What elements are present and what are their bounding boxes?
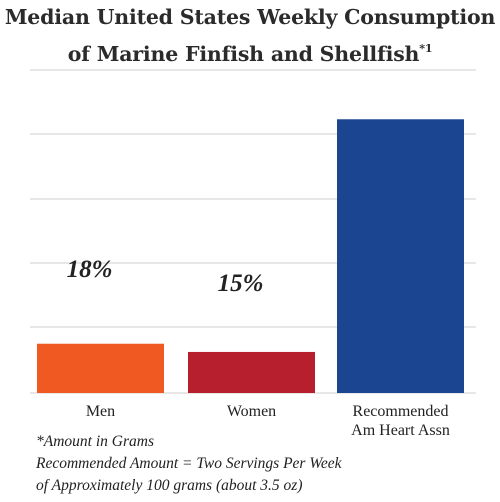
x-tick-label-2: Women bbox=[227, 403, 276, 420]
chart-title: Median United States Weekly Consumption … bbox=[0, 2, 500, 70]
bars bbox=[37, 119, 464, 394]
footnote-line-2: Recommended Amount = Two Servings Per We… bbox=[36, 455, 342, 472]
x-tick-label-1: Men bbox=[86, 403, 115, 420]
bar-1 bbox=[37, 343, 164, 393]
bar-2 bbox=[188, 351, 315, 393]
data-label-2: 15% bbox=[218, 270, 264, 297]
x-tick-label-3: Recommended Am Heart Assn bbox=[351, 403, 450, 439]
chart-title-line1: Median United States Weekly Consumption bbox=[4, 5, 496, 29]
chart-title-line2: of Marine Finfish and Shellfish*1 bbox=[0, 33, 500, 70]
footnote-line-3: of Approximately 100 grams (about 3.5 oz… bbox=[36, 477, 303, 494]
title-footnote-mark: *1 bbox=[419, 42, 433, 55]
data-label-1: 18% bbox=[67, 256, 113, 283]
footnotes: *Amount in Grams Recommended Amount = Tw… bbox=[36, 431, 496, 497]
chart-title-line2-text: of Marine Finfish and Shellfish bbox=[67, 42, 420, 66]
data-labels: 18% 15% bbox=[67, 256, 264, 297]
x-axis-tick-labels: Men Women Recommended Am Heart Assn bbox=[86, 403, 450, 439]
bar-3 bbox=[337, 119, 464, 394]
footnote-line-1: *Amount in Grams bbox=[36, 433, 154, 450]
